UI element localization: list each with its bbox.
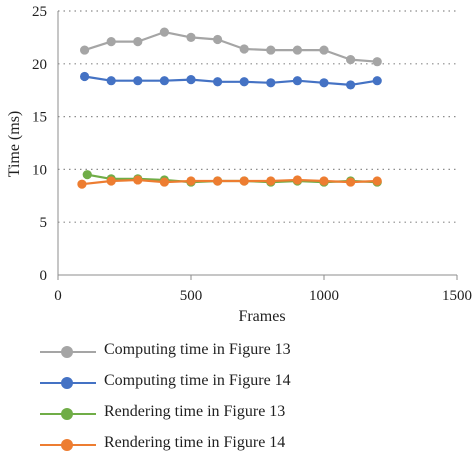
legend-marker-rendering-fig14 [61,439,73,451]
data-point-s3-11 [372,176,382,186]
data-point-s1-1 [106,76,116,86]
x-tick-labels: 0 500 1000 1500 [54,288,472,304]
legend: Computing time in Figure 13 Computing ti… [40,338,400,462]
data-point-s0-3 [159,27,169,37]
series-layer [77,27,382,189]
data-point-s0-9 [319,45,329,55]
data-point-s1-4 [186,75,196,85]
y-tick-label-10: 10 [32,162,47,178]
data-point-s0-11 [372,57,382,67]
y-tick-label-0: 0 [40,268,48,284]
data-point-s2-0 [82,170,92,180]
data-point-s3-7 [266,176,276,186]
data-point-s3-5 [213,176,223,186]
legend-item-rendering-fig14: Rendering time in Figure 14 [40,431,400,462]
x-tick-label-500: 500 [180,288,203,304]
data-point-s0-4 [186,32,196,43]
data-point-s1-6 [239,77,249,87]
data-point-s3-10 [346,177,356,187]
gridlines [58,10,457,223]
legend-item-rendering-fig13: Rendering time in Figure 13 [40,400,400,431]
data-point-s3-4 [186,176,196,186]
legend-marker-computing-fig13 [61,346,73,358]
y-axis-label: Time (ms) [6,111,23,178]
data-point-s0-8 [292,45,302,55]
data-point-s1-3 [159,76,169,86]
legend-item-computing-fig13: Computing time in Figure 13 [40,338,400,369]
data-point-s3-6 [239,176,249,186]
legend-marker-computing-fig14 [61,377,73,389]
data-point-s1-2 [133,76,143,86]
legend-item-computing-fig14: Computing time in Figure 14 [40,369,400,400]
data-point-s0-6 [239,44,249,54]
data-point-s1-5 [213,77,223,87]
data-point-s3-9 [319,176,329,186]
legend-label-computing-fig13: Computing time in Figure 13 [104,341,291,358]
y-tick-label-5: 5 [40,215,48,231]
x-axis-label: Frames [238,308,285,325]
data-point-s3-3 [159,177,169,187]
data-point-s3-2 [133,175,143,185]
axes [57,11,458,280]
data-point-s1-7 [266,78,276,88]
series-line-0 [84,30,378,63]
data-point-s0-10 [346,54,356,65]
data-point-s1-8 [292,76,302,86]
legend-label-computing-fig14: Computing time in Figure 14 [104,372,291,389]
data-point-s3-8 [292,175,302,185]
legend-label-rendering-fig14: Rendering time in Figure 14 [104,434,286,451]
series-line-3 [81,178,378,186]
y-tick-label-25: 25 [32,4,47,20]
data-point-s0-5 [213,34,223,45]
x-tick-label-1000: 1000 [309,288,339,304]
data-point-s0-0 [80,45,90,55]
data-point-s1-11 [372,76,382,86]
legend-label-rendering-fig13: Rendering time in Figure 13 [104,403,286,420]
data-point-s1-0 [80,71,90,82]
data-point-s0-1 [106,37,116,47]
data-point-s3-1 [106,176,116,186]
y-tick-labels: 0 5 10 15 20 25 [32,4,47,284]
data-point-s0-7 [266,45,276,55]
y-tick-label-20: 20 [32,57,47,73]
series-line-1 [84,75,378,87]
data-point-s1-9 [319,78,329,88]
data-point-s3-0 [77,179,87,189]
legend-marker-rendering-fig13 [61,408,73,420]
x-tick-label-1500: 1500 [442,288,472,304]
y-tick-label-15: 15 [32,110,47,126]
data-point-s0-2 [133,37,143,47]
data-point-s1-10 [346,80,356,90]
x-tick-label-0: 0 [54,288,62,304]
